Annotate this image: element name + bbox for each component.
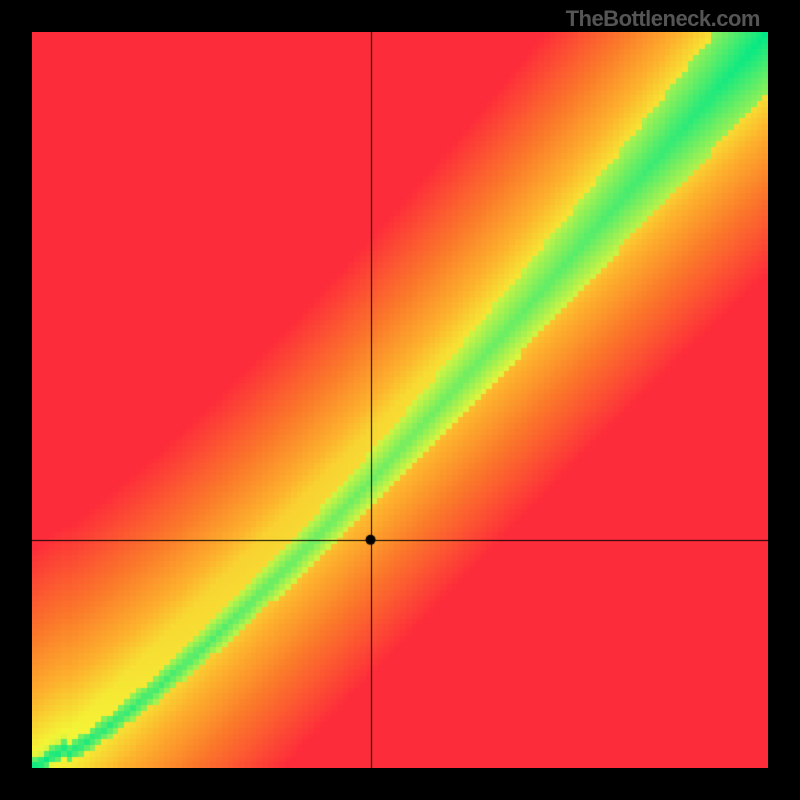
chart-container: { "watermark": { "text": "TheBottleneck.… — [0, 0, 800, 800]
watermark-text: TheBottleneck.com — [566, 6, 760, 32]
crosshair-overlay — [32, 32, 768, 768]
